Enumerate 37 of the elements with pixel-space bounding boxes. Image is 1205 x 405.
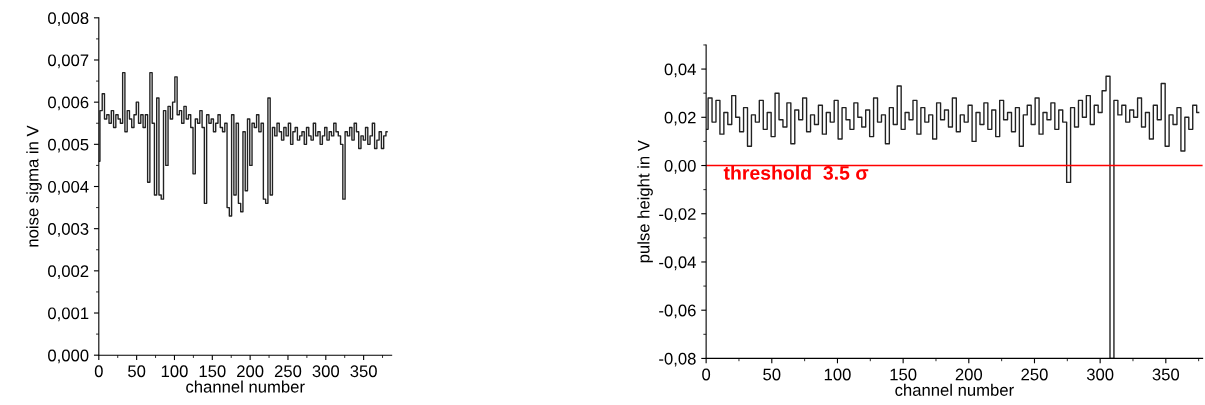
- y-tick-label: 0,007: [48, 54, 89, 69]
- y-tick-label: 0,02: [664, 111, 696, 126]
- x-tick-label: 200: [955, 368, 983, 381]
- x-tick-label: 150: [199, 365, 226, 378]
- x-tick-label: 0: [702, 368, 711, 381]
- x-tick-label: 50: [763, 368, 781, 381]
- y-tick-label: 0,000: [48, 349, 89, 364]
- x-tick-label: 250: [274, 365, 302, 378]
- y-tick-label: 0,001: [48, 307, 89, 322]
- ref-line-label: threshold 3.5 σ: [723, 165, 869, 180]
- x-tick-label: 100: [824, 368, 851, 381]
- y-tick-label: 0,002: [48, 265, 89, 280]
- x-tick-label: 100: [161, 365, 188, 378]
- x-axis-title: channel number: [186, 380, 305, 393]
- y-tick-label: 0,00: [664, 159, 696, 174]
- x-tick-label: 50: [128, 365, 146, 378]
- x-tick-label: 0: [94, 365, 103, 378]
- y-tick-label: 0,004: [48, 180, 89, 195]
- y-tick-label: 0,003: [48, 223, 89, 237]
- y-tick-label: -0,08: [659, 352, 696, 367]
- x-tick-label: 250: [1021, 368, 1048, 381]
- y-tick-label: -0,06: [659, 304, 696, 319]
- y-axis-title: noise sigma in V: [26, 125, 42, 247]
- y-tick-label: 0,04: [664, 63, 696, 78]
- x-tick-label: 350: [1152, 368, 1180, 381]
- x-tick-label: 300: [312, 365, 340, 378]
- y-tick-label: -0,04: [659, 256, 696, 271]
- x-tick-label: 350: [350, 365, 377, 378]
- y-tick-label: 0,005: [48, 138, 89, 153]
- x-tick-label: 150: [890, 368, 917, 381]
- y-tick-label: -0,02: [659, 208, 696, 222]
- x-tick-label: 200: [237, 365, 264, 378]
- y-tick-label: 0,006: [48, 96, 89, 111]
- x-axis-title: channel number: [895, 383, 1014, 396]
- y-axis-title: pulse height in V: [637, 140, 653, 263]
- y-tick-label: 0,008: [48, 12, 89, 26]
- x-tick-label: 300: [1086, 368, 1114, 381]
